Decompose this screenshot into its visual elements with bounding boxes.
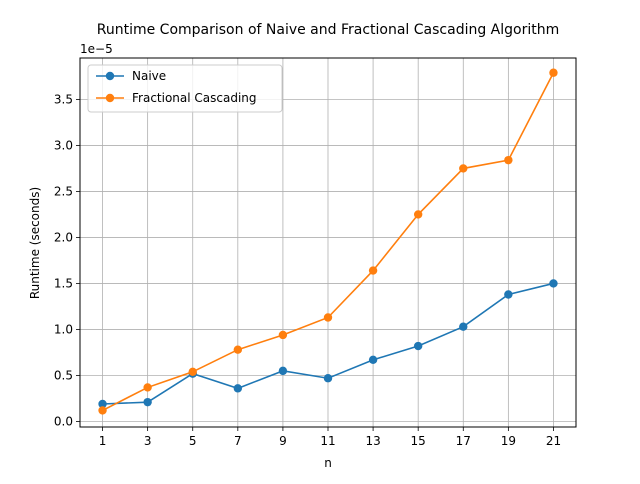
x-tick-label: 5 [189, 434, 197, 448]
y-tick-label: 3.0 [54, 138, 73, 152]
data-point [323, 374, 333, 383]
data-point [233, 345, 243, 354]
data-point [278, 330, 288, 340]
x-axis-label: n [324, 456, 332, 470]
data-point [413, 341, 423, 351]
data-point [188, 367, 197, 376]
y-tick-label: 2.5 [54, 184, 73, 198]
series-0 [98, 279, 558, 409]
data-point [549, 279, 558, 288]
x-tick-label: 19 [501, 434, 516, 448]
data-point [368, 355, 378, 365]
x-tick-label: 9 [279, 434, 287, 448]
series-group [98, 68, 558, 415]
data-point [459, 322, 468, 331]
x-tick-label: 21 [546, 434, 561, 448]
data-point [278, 366, 288, 376]
x-tick-label: 7 [234, 434, 242, 448]
legend-marker [105, 71, 115, 81]
legend-label: Naive [132, 69, 166, 83]
y-tick-label: 3.5 [54, 92, 73, 106]
x-axis: 1 3 5 7 9 11 13 15 17 19 21 [99, 427, 561, 448]
x-tick-label: 3 [144, 434, 152, 448]
data-point [504, 290, 513, 299]
data-point [459, 164, 468, 173]
y-axis: 0.0 0.5 1.0 1.5 2.0 2.5 3.0 3.5 [54, 92, 80, 428]
data-point [504, 155, 513, 165]
y-tick-label: 0.5 [54, 368, 73, 382]
legend: Naive Fractional Cascading [87, 64, 283, 113]
data-point [549, 68, 558, 77]
legend-marker [105, 93, 115, 103]
grid [80, 58, 576, 427]
x-tick-label: 1 [99, 434, 107, 448]
data-point [143, 383, 152, 392]
data-point [98, 399, 107, 409]
data-point [233, 384, 243, 393]
legend-box [87, 64, 283, 113]
y-tick-label: 1.5 [54, 276, 73, 290]
y-tick-label: 2.0 [54, 230, 73, 244]
data-point [413, 210, 423, 219]
chart-title: Runtime Comparison of Naive and Fraction… [97, 22, 560, 38]
series-1 [98, 68, 558, 415]
x-tick-label: 11 [320, 434, 335, 448]
x-tick-label: 13 [365, 434, 380, 448]
y-axis-label: Runtime (seconds) [28, 187, 42, 299]
data-point [98, 406, 107, 415]
data-point [143, 397, 152, 407]
y-tick-label: 1.0 [54, 322, 73, 336]
y-offset-label: 1e−5 [80, 42, 113, 56]
x-tick-label: 17 [456, 434, 471, 448]
data-point [323, 313, 333, 322]
data-point [368, 266, 378, 275]
legend-label: Fractional Cascading [132, 91, 257, 105]
x-tick-label: 15 [411, 434, 426, 448]
y-tick-label: 0.0 [54, 414, 73, 428]
